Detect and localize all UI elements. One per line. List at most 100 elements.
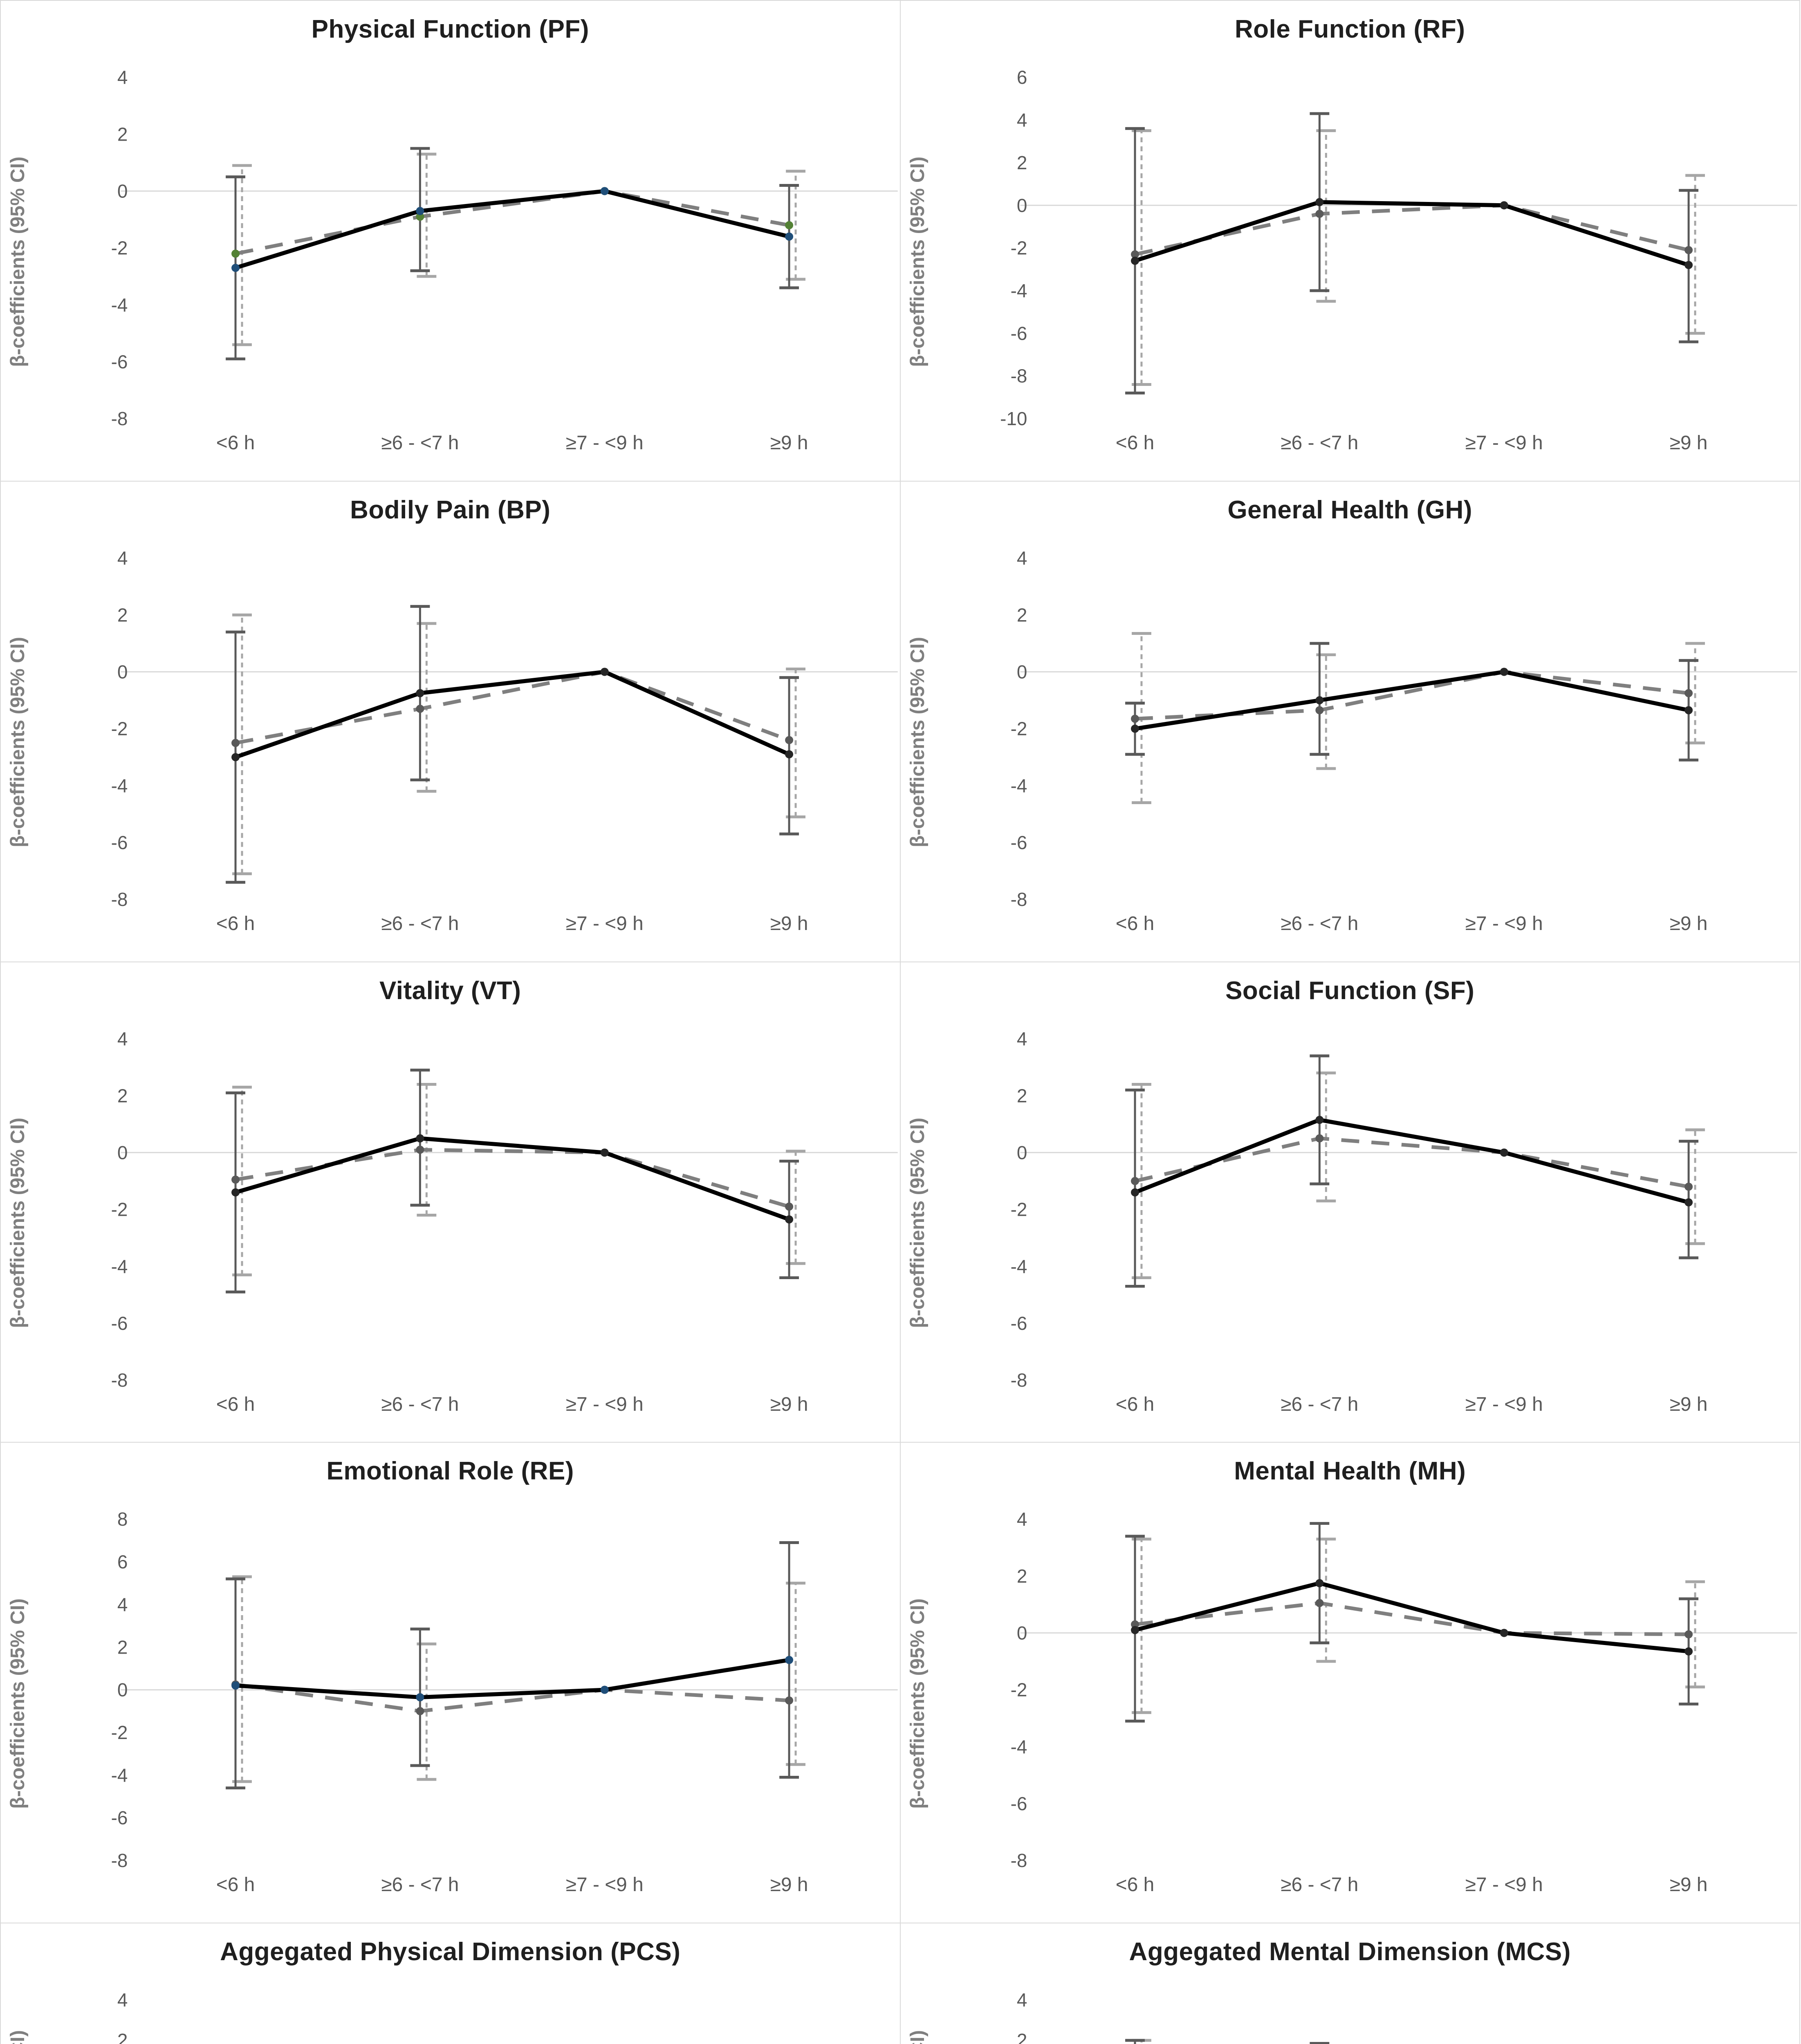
y-tick-label: -4	[111, 775, 128, 796]
model4-marker	[231, 739, 240, 747]
y-tick-label: 4	[117, 547, 128, 569]
model3-marker	[1131, 1188, 1139, 1197]
y-tick-label: -6	[1011, 1313, 1027, 1334]
y-tick-label: -6	[1011, 323, 1027, 344]
model4-line	[235, 189, 789, 256]
chart-title: Aggegated Physical Dimension (PCS)	[220, 1938, 681, 1966]
x-tick-label: ≥7 - <9 h	[566, 1874, 644, 1896]
model3-marker	[1500, 1629, 1509, 1637]
model3-marker	[785, 1656, 793, 1664]
x-tick-label: ≥7 - <9 h	[566, 432, 644, 454]
y-axis-label-box: β-coefficients (95% CI)	[1, 57, 35, 466]
model3-line	[235, 1658, 789, 1700]
y-tick-label: -2	[1011, 1679, 1027, 1701]
y-tick-label: 0	[1017, 1623, 1027, 1644]
y-axis-label-box: β-coefficients (95% CI)	[901, 1019, 935, 1428]
model3-marker	[1684, 1647, 1693, 1656]
model3-marker	[1131, 724, 1139, 733]
y-tick-label: 0	[117, 1142, 128, 1163]
y-axis-label: β-coefficients (95% CI)	[7, 637, 29, 848]
model3-marker	[1315, 1579, 1324, 1588]
model3-marker	[1315, 198, 1324, 206]
x-tick-label: ≥7 - <9 h	[1465, 1874, 1543, 1896]
model4-marker	[1131, 1620, 1139, 1629]
model4-marker	[1315, 1134, 1324, 1143]
x-tick-label: ≥9 h	[1670, 913, 1708, 935]
x-tick-label: ≥9 h	[770, 1393, 808, 1415]
y-tick-label: -6	[111, 1313, 128, 1334]
model4-marker	[1684, 246, 1693, 254]
model4-marker	[231, 1175, 240, 1184]
model4-line	[1135, 670, 1689, 721]
x-tick-label: <6 h	[1116, 913, 1155, 935]
y-axis-label-box: β-coefficients (95% CI)	[901, 538, 935, 947]
y-tick-label: -8	[1011, 1369, 1027, 1391]
x-tick-label: <6 h	[216, 1393, 255, 1415]
model4-marker	[785, 221, 793, 229]
y-axis-label: β-coefficients (95% CI)	[906, 637, 929, 848]
y-tick-label: 2	[1017, 1085, 1027, 1106]
chart-title: Bodily Pain (BP)	[350, 495, 551, 524]
chart-plot-mcs: 420-2-4-6-8<6 h≥6 - <7 h≥7 - <9 h≥9 h	[1017, 1989, 1330, 2044]
chart-panel-vt: Vitality (VT) β-coefficients (95% CI) 4 2…	[1, 962, 901, 1443]
y-tick-label: 0	[117, 661, 128, 682]
model3-marker	[416, 1134, 424, 1143]
y-tick-label: -2	[1011, 238, 1027, 259]
x-tick-label: ≥9 h	[1670, 1393, 1708, 1415]
y-tick-label: -4	[1011, 775, 1027, 796]
model3-marker	[1684, 1198, 1693, 1206]
model3-line	[1134, 1118, 1689, 1204]
x-tick-label: ≥7 - <9 h	[566, 913, 644, 935]
x-tick-label: ≥6 - <7 h	[1281, 432, 1359, 454]
y-tick-label: -2	[111, 718, 128, 739]
y-tick-label: 4	[117, 67, 128, 88]
y-axis-label-box: β-coefficients (95% CI)	[1, 538, 35, 947]
model3-marker	[785, 232, 793, 241]
y-tick-label: 6	[117, 1551, 128, 1573]
model4-marker	[416, 213, 424, 221]
chart-title: Physical Function (PF)	[311, 15, 589, 43]
x-tick-label: ≥9 h	[1670, 1874, 1708, 1896]
chart-title: Aggegated Mental Dimension (MCS)	[1129, 1938, 1571, 1966]
chart-title: Mental Health (MH)	[1234, 1457, 1466, 1486]
y-tick-label: -2	[1011, 1199, 1027, 1220]
model4-line	[235, 1148, 790, 1208]
y-tick-label: -4	[111, 294, 128, 316]
model3-marker	[231, 753, 240, 761]
model4-marker	[1684, 689, 1693, 697]
model3-marker	[1500, 668, 1509, 676]
y-tick-label: 4	[117, 1989, 128, 2010]
y-axis-label: β-coefficients (95% CI)	[7, 1118, 29, 1328]
y-tick-label: -6	[1011, 1793, 1027, 1814]
model4-marker	[785, 1202, 793, 1211]
model3-line	[235, 1136, 790, 1221]
y-tick-label: -2	[1011, 718, 1027, 739]
plot-row: β-coefficients (95% CI) 420-2-4-6-8<6 h≥…	[1, 1980, 900, 2044]
y-tick-label: 4	[1017, 547, 1027, 569]
model3-marker	[1315, 1116, 1324, 1124]
model4-line	[1135, 1601, 1689, 1636]
y-tick-label: 2	[1017, 604, 1027, 625]
chart-panel-mcs: Aggegated Mental Dimension (MCS) β-coeff…	[900, 1923, 1800, 2044]
model4-marker	[416, 704, 424, 713]
chart-plot-re: 8 6 4 2 0 -2 -4 -6 -8 <6 h ≥6 - <7 h ≥7 - <9 h ≥9 h	[111, 1509, 898, 1896]
model3-marker	[1500, 1148, 1509, 1157]
plot-row: β-coefficients (95% CI) 8 6 4 2 0 -2 -4 -6 -8 <6 …	[1, 1499, 900, 1908]
model4-marker	[1131, 715, 1139, 723]
chart-plot-rf: 6 4 2 0 -2 -4 -6 -8 -10 <6 h ≥6 - <7 h ≥7 - <9 h ≥9 …	[1000, 67, 1798, 454]
chart-title: Emotional Role (RE)	[326, 1457, 574, 1486]
x-tick-label: ≥6 - <7 h	[381, 432, 459, 454]
y-tick-label: 2	[117, 123, 128, 145]
y-tick-label: 2	[1017, 152, 1027, 173]
y-tick-label: -4	[111, 1255, 128, 1277]
y-tick-label: 2	[1017, 2030, 1027, 2044]
x-tick-label: <6 h	[216, 1874, 255, 1896]
y-tick-label: -4	[1011, 1255, 1027, 1277]
model3-line	[1135, 670, 1689, 731]
x-tick-label: ≥9 h	[770, 1874, 808, 1896]
y-axis-label: β-coefficients (95% CI)	[906, 156, 929, 367]
chart-plot-vt: 4 2 0 -2 -4 -6 -8 <6 h ≥6 - <7 h ≥7 - <9 h ≥9 h	[111, 1028, 898, 1415]
y-tick-label: -4	[1011, 280, 1027, 301]
x-tick-label: <6 h	[1116, 1393, 1155, 1415]
